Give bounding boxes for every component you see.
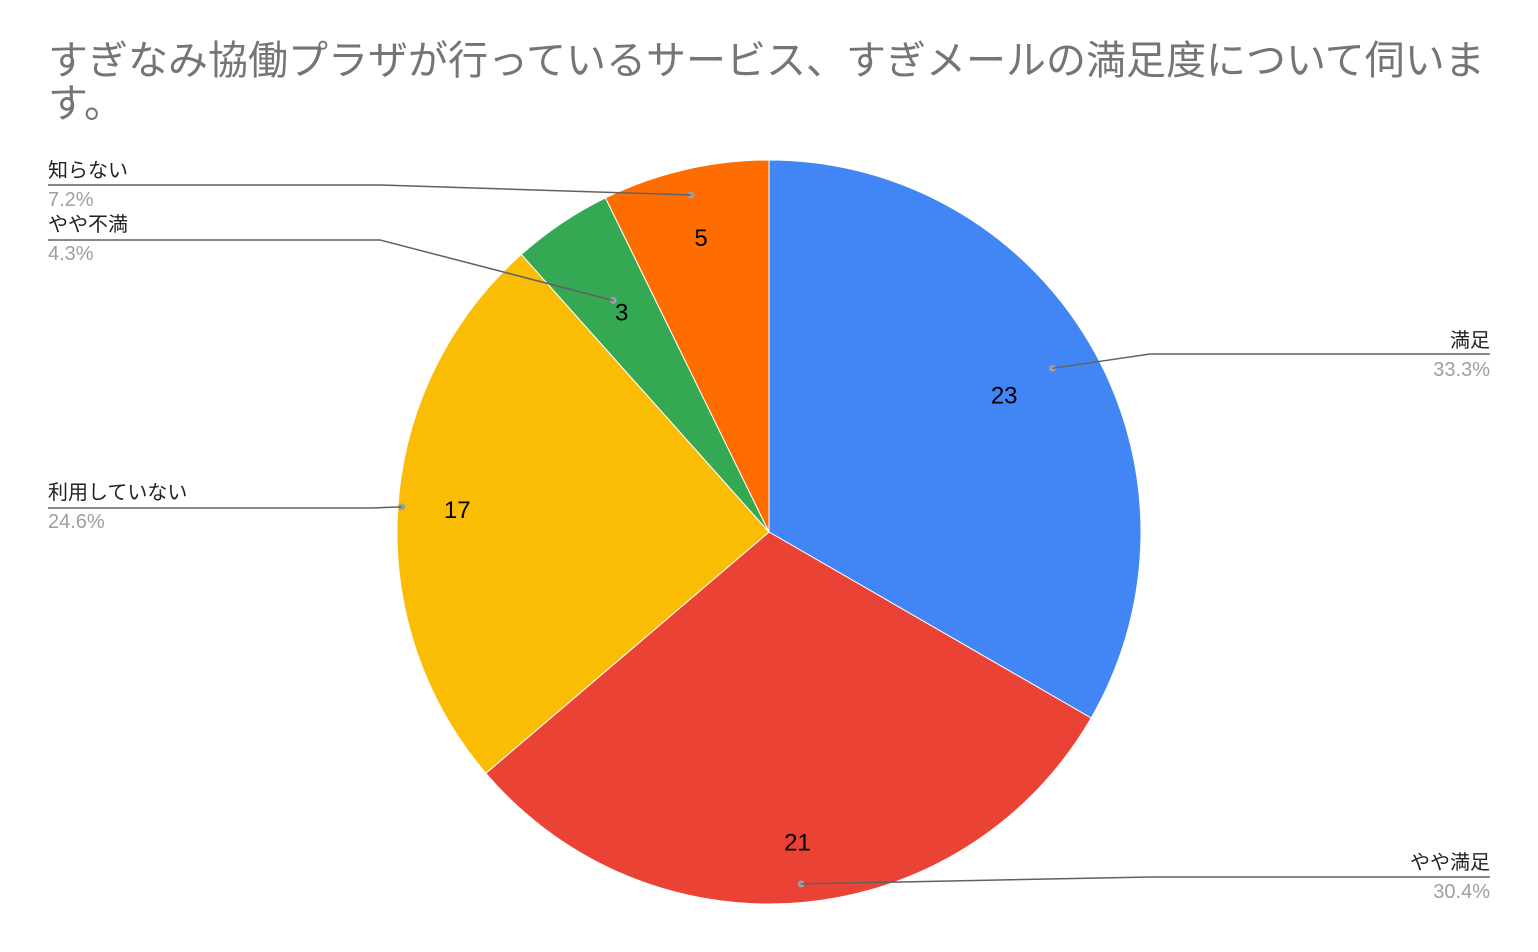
legend-percent-somewhat-satisfied: 30.4% (1433, 881, 1490, 903)
legend-label-somewhat-dissatisfied: やや不満 (48, 212, 128, 236)
pie-slice-somewhat-satisfied (485, 531, 1092, 905)
legend-label-not-using: 利用していない (48, 480, 187, 504)
leader-line (801, 876, 1490, 885)
slice-value-label: 3 (615, 299, 628, 326)
legend-percent-somewhat-dissatisfied: 4.3% (48, 243, 94, 265)
slice-value-label: 17 (444, 497, 471, 524)
leader-lines (48, 184, 1490, 888)
legend-percent-satisfied: 33.3% (1433, 359, 1490, 381)
leader-line (48, 239, 614, 302)
chart-title: すぎなみ協働プラザが行っているサービス、すぎメールの満足度について伺います。 (48, 38, 1485, 127)
slice-legend-labels: 満足 33.3% やや満足 30.4% 利用していない 24.6% やや不満 4.3% 知らない… (48, 158, 1490, 903)
leader-line (48, 506, 402, 509)
slice-value-label: 23 (991, 383, 1018, 410)
pie-slices (396, 159, 1142, 905)
legend-percent-not-using: 24.6% (48, 511, 105, 533)
pie-slice-satisfied (768, 159, 1142, 719)
legend-percent-unknown: 7.2% (48, 189, 94, 211)
leader-line (48, 184, 691, 196)
slice-value-labels: 23 21 17 3 5 (444, 225, 1018, 857)
legend-label-unknown: 知らない (48, 158, 128, 182)
slice-value-label: 5 (694, 225, 707, 252)
legend-label-satisfied: 満足 (1450, 328, 1490, 352)
legend-label-somewhat-satisfied: やや満足 (1410, 850, 1490, 874)
pie-slice-unknown (604, 159, 770, 533)
slice-value-label: 21 (784, 830, 811, 857)
leader-line (1052, 353, 1490, 370)
